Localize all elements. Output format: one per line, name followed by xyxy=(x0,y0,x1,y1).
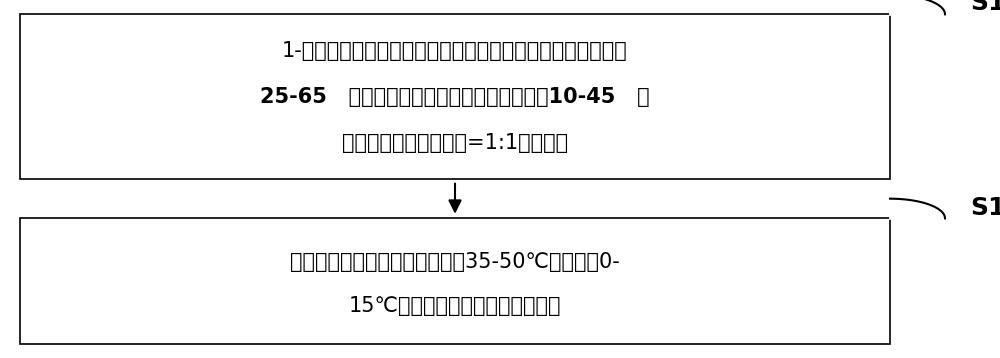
Text: S102: S102 xyxy=(970,195,1000,219)
Text: 降解的溶剂为水：氯仿=1:1混合溶剂: 降解的溶剂为水：氯仿=1:1混合溶剂 xyxy=(342,133,568,153)
Text: S101: S101 xyxy=(970,0,1000,15)
Text: 再用相应试剂烃化，烃化温度为35-50℃，最后于0-: 再用相应试剂烃化，烃化温度为35-50℃，最后于0- xyxy=(290,252,620,272)
FancyBboxPatch shape xyxy=(20,218,890,344)
Text: 15℃进行酯交换脱保护得目标产物: 15℃进行酯交换脱保护得目标产物 xyxy=(349,296,561,316)
Text: 1-溴代乙酰保护基糖、与各类含硒化合物成盐，成溴盐温度为: 1-溴代乙酰保护基糖、与各类含硒化合物成盐，成溴盐温度为 xyxy=(282,40,628,61)
Text: 25-65   ，再在碱性条件下分解，降解温度为10-45   ，: 25-65 ，再在碱性条件下分解，降解温度为10-45 ， xyxy=(260,87,650,107)
FancyBboxPatch shape xyxy=(20,14,890,179)
